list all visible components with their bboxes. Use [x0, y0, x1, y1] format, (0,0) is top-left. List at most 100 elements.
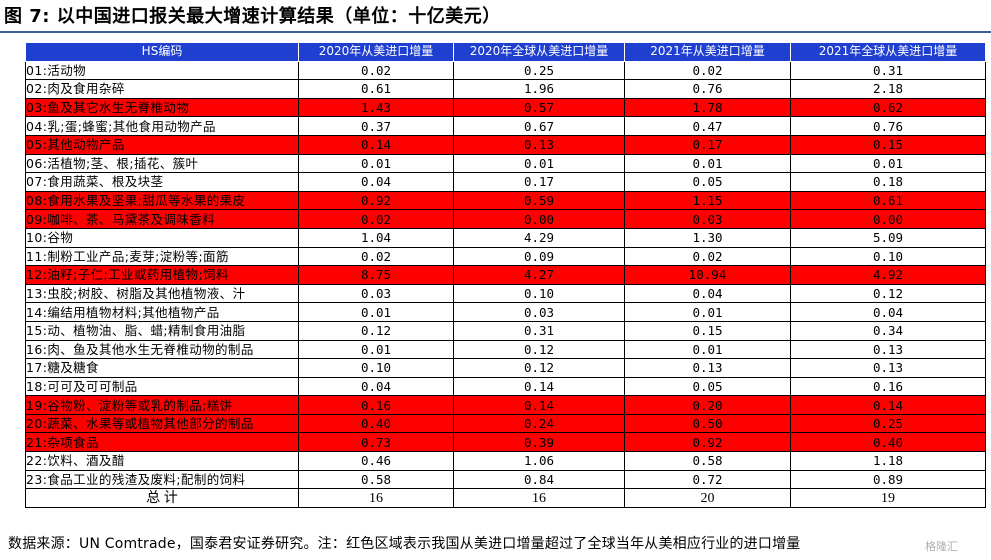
- hs-category-cell: 21:杂项食品: [25, 432, 299, 453]
- table-row: 07:食用蔬菜、根及块茎 0.04 0.17 0.05 0.18: [25, 172, 986, 192]
- value-cell: 0.14: [298, 134, 454, 155]
- value-cell: 0.02: [298, 246, 454, 267]
- value-cell: 0.01: [624, 302, 791, 322]
- value-cell: 0.92: [298, 190, 454, 211]
- value-cell: 0.10: [790, 246, 986, 267]
- hs-category-cell: 19:谷物粉、淀粉等或乳的制品;糕饼: [25, 395, 299, 415]
- value-cell: 0.04: [298, 172, 454, 192]
- value-cell: 0.13: [453, 134, 625, 155]
- value-cell: 0.00: [790, 209, 986, 229]
- value-cell: 0.05: [624, 172, 791, 192]
- value-cell: 0.39: [453, 432, 625, 453]
- total-cell: 16: [298, 488, 454, 508]
- value-cell: 0.20: [624, 395, 791, 415]
- value-cell: 0.84: [453, 469, 625, 490]
- value-cell: 4.29: [453, 227, 625, 248]
- table-row: 15:动、植物油、脂、蜡;精制食用油脂 0.12 0.31 0.15 0.34: [25, 320, 986, 341]
- value-cell: 0.31: [790, 60, 986, 81]
- total-label: 总 计: [25, 488, 299, 508]
- value-cell: 0.12: [790, 283, 986, 304]
- table-row: 10:谷物 1.04 4.29 1.30 5.09: [25, 227, 986, 248]
- hs-category-cell: 03:鱼及其它水生无脊椎动物: [25, 97, 299, 118]
- value-cell: 1.04: [298, 227, 454, 248]
- value-cell: 0.04: [624, 283, 791, 304]
- hs-category-cell: 08:食用水果及坚果;甜瓜等水果的果皮: [25, 190, 299, 211]
- value-cell: 0.31: [453, 320, 625, 341]
- value-cell: 0.03: [298, 283, 454, 304]
- value-cell: 0.15: [624, 320, 791, 341]
- table-row: 01:活动物 0.02 0.25 0.02 0.31: [25, 60, 986, 81]
- value-cell: 0.14: [453, 395, 625, 415]
- value-cell: 0.12: [453, 339, 625, 360]
- hs-category-cell: 16:肉、鱼及其他水生无脊椎动物的制品: [25, 339, 299, 360]
- value-cell: 0.13: [790, 358, 986, 378]
- value-cell: 0.16: [298, 395, 454, 415]
- value-cell: 0.01: [453, 153, 625, 174]
- header-2020-china-from-us: 2020年从美进口增量: [298, 42, 454, 62]
- table-row: 12:油籽;子仁;工业或药用植物;饲料 8.75 4.27 10.94 4.92: [25, 265, 986, 285]
- value-cell: 0.61: [298, 79, 454, 99]
- value-cell: 0.01: [298, 339, 454, 360]
- hs-category-cell: 22:饮料、酒及醋: [25, 451, 299, 471]
- table-row: 06:活植物;茎、根;插花、簇叶 0.01 0.01 0.01 0.01: [25, 153, 986, 174]
- value-cell: 0.03: [453, 302, 625, 322]
- value-cell: 0.89: [790, 469, 986, 490]
- value-cell: 0.03: [624, 209, 791, 229]
- value-cell: 0.17: [624, 134, 791, 155]
- value-cell: 0.02: [624, 60, 791, 81]
- header-2021-global-from-us: 2021年全球从美进口增量: [790, 42, 986, 62]
- table-total-row: 总 计 16 16 20 19: [25, 488, 986, 508]
- value-cell: 0.12: [298, 320, 454, 341]
- hs-category-cell: 20:蔬菜、水果等或植物其他部分的制品: [25, 413, 299, 434]
- value-cell: 0.05: [624, 376, 791, 397]
- value-cell: 5.09: [790, 227, 986, 248]
- table-row: 18:可可及可可制品 0.04 0.14 0.05 0.16: [25, 376, 986, 397]
- value-cell: 0.01: [298, 302, 454, 322]
- total-cell: 20: [624, 488, 791, 508]
- table-row: 20:蔬菜、水果等或植物其他部分的制品 0.40 0.24 0.50 0.25: [25, 413, 986, 434]
- table-row: 04:乳;蛋;蜂蜜;其他食用动物产品 0.37 0.67 0.47 0.76: [25, 116, 986, 136]
- value-cell: 0.58: [298, 469, 454, 490]
- hs-category-cell: 15:动、植物油、脂、蜡;精制食用油脂: [25, 320, 299, 341]
- value-cell: 8.75: [298, 265, 454, 285]
- table-header-row: HS编码 2020年从美进口增量 2020年全球从美进口增量 2021年从美进口…: [25, 42, 986, 62]
- value-cell: 0.12: [453, 358, 625, 378]
- hs-category-cell: 17:糖及糖食: [25, 358, 299, 378]
- value-cell: 0.73: [298, 432, 454, 453]
- value-cell: 1.43: [298, 97, 454, 118]
- table-row: 02:肉及食用杂碎 0.61 1.96 0.76 2.18: [25, 79, 986, 99]
- value-cell: 0.34: [790, 320, 986, 341]
- hs-category-cell: 12:油籽;子仁;工业或药用植物;饲料: [25, 265, 299, 285]
- value-cell: 0.50: [624, 413, 791, 434]
- value-cell: 1.18: [790, 451, 986, 471]
- value-cell: 0.61: [790, 190, 986, 211]
- value-cell: 0.76: [624, 79, 791, 99]
- value-cell: 1.78: [624, 97, 791, 118]
- value-cell: 0.67: [453, 116, 625, 136]
- hs-category-cell: 06:活植物;茎、根;插花、簇叶: [25, 153, 299, 174]
- value-cell: 1.06: [453, 451, 625, 471]
- value-cell: 0.76: [790, 116, 986, 136]
- value-cell: 0.09: [453, 246, 625, 267]
- value-cell: 0.00: [453, 209, 625, 229]
- value-cell: 0.02: [298, 209, 454, 229]
- total-cell: 19: [790, 488, 986, 508]
- value-cell: 0.24: [453, 413, 625, 434]
- hs-category-cell: 07:食用蔬菜、根及块茎: [25, 172, 299, 192]
- table-row: 21:杂项食品 0.73 0.39 0.92 0.40: [25, 432, 986, 453]
- table-row: 22:饮料、酒及醋 0.46 1.06 0.58 1.18: [25, 451, 986, 471]
- value-cell: 0.13: [624, 358, 791, 378]
- value-cell: 0.57: [453, 97, 625, 118]
- header-2020-global-from-us: 2020年全球从美进口增量: [453, 42, 625, 62]
- value-cell: 0.01: [298, 153, 454, 174]
- value-cell: 0.04: [790, 302, 986, 322]
- hs-category-cell: 01:活动物: [25, 60, 299, 81]
- hs-category-cell: 02:肉及食用杂碎: [25, 79, 299, 99]
- hs-category-cell: 04:乳;蛋;蜂蜜;其他食用动物产品: [25, 116, 299, 136]
- value-cell: 1.15: [624, 190, 791, 211]
- value-cell: 1.96: [453, 79, 625, 99]
- table-row: 17:糖及糖食 0.10 0.12 0.13 0.13: [25, 358, 986, 378]
- value-cell: 0.62: [790, 97, 986, 118]
- value-cell: 0.18: [790, 172, 986, 192]
- table-row: 03:鱼及其它水生无脊椎动物 1.43 0.57 1.78 0.62: [25, 97, 986, 118]
